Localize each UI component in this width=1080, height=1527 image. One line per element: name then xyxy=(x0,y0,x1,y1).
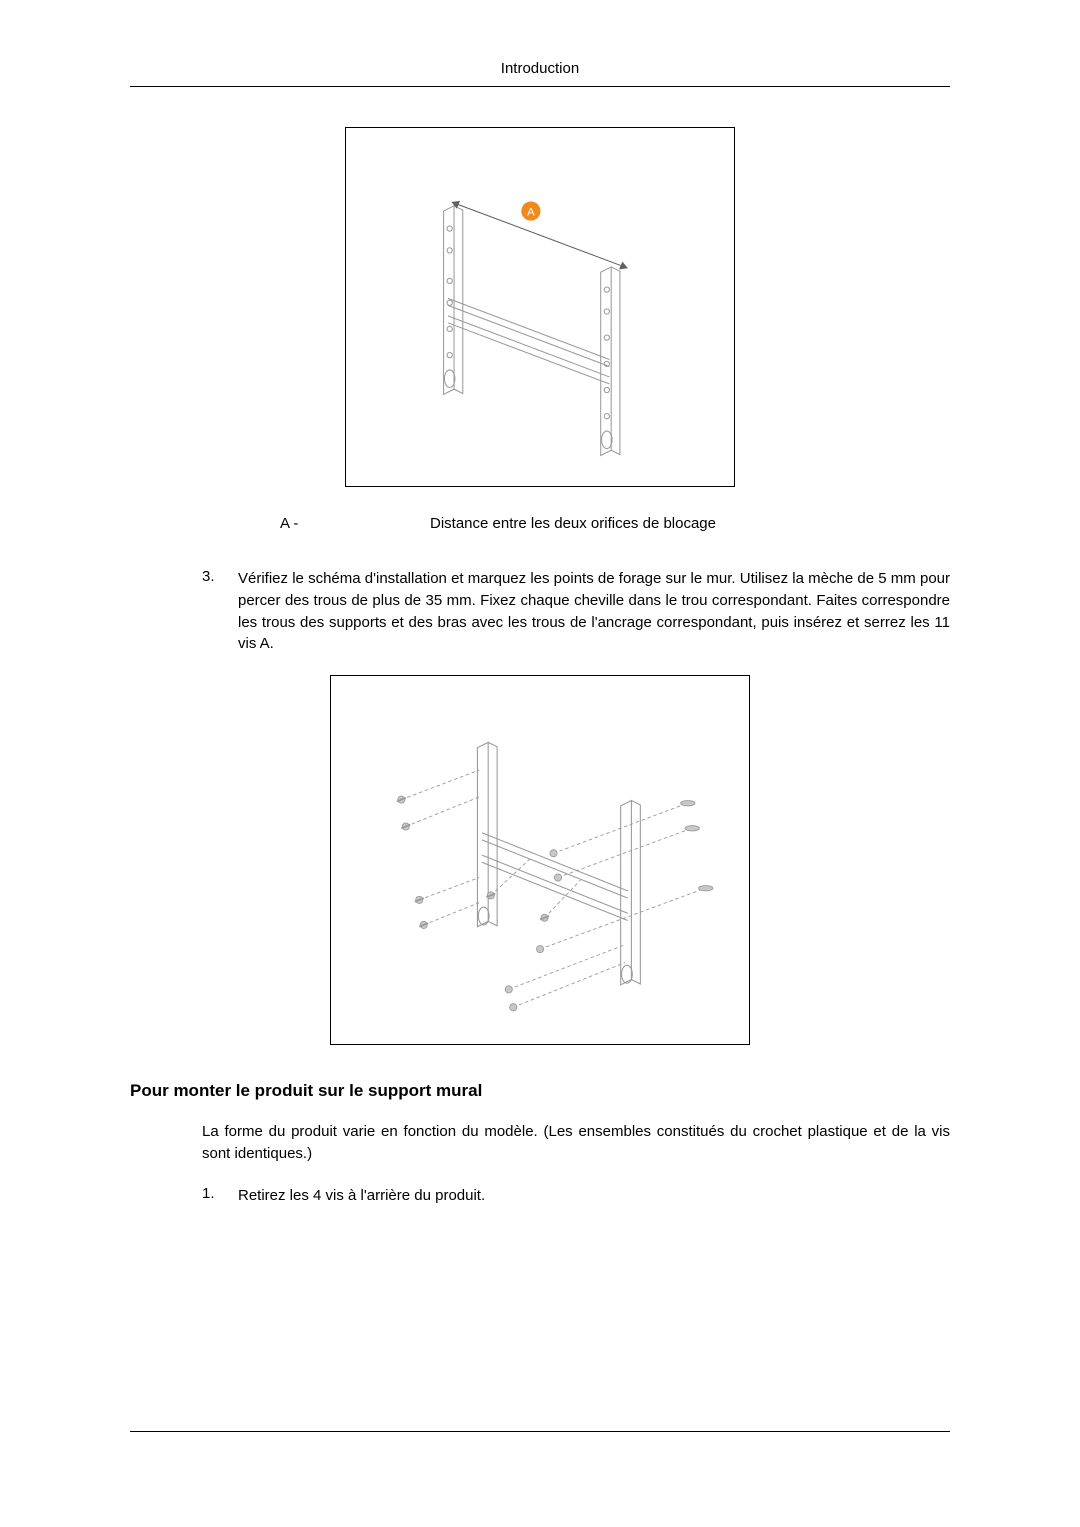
footer-rule xyxy=(130,1431,950,1432)
bracket-screws-svg xyxy=(352,694,728,1025)
legend-value: Distance entre les deux orifices de bloc… xyxy=(430,515,716,532)
legend-key: A - xyxy=(280,515,430,532)
step-1: 1. Retirez les 4 vis à l'arrière du prod… xyxy=(130,1185,950,1207)
figure-bracket-screws xyxy=(330,675,750,1045)
bracket-dimension-svg: A xyxy=(365,146,714,468)
step-1-text: Retirez les 4 vis à l'arrière du produit… xyxy=(238,1185,485,1207)
callout-a-label: A xyxy=(527,206,535,218)
step-1-number: 1. xyxy=(202,1185,238,1207)
step-3-text: Vérifiez le schéma d'installation et mar… xyxy=(238,568,950,655)
figure-bracket-dimension: A xyxy=(345,127,735,487)
page: Introduction xyxy=(0,0,1080,1206)
header-title: Introduction xyxy=(501,60,579,77)
diagram-1-placeholder: A xyxy=(365,146,714,468)
step-3-number: 3. xyxy=(202,568,238,655)
figure1-legend: A - Distance entre les deux orifices de … xyxy=(130,515,950,532)
section-intro: La forme du produit varie en fonction du… xyxy=(130,1121,950,1165)
page-header: Introduction xyxy=(130,60,950,87)
section-heading-mount-product: Pour monter le produit sur le support mu… xyxy=(130,1081,950,1101)
step-3: 3. Vérifiez le schéma d'installation et … xyxy=(130,568,950,655)
diagram-2-placeholder xyxy=(352,694,728,1025)
